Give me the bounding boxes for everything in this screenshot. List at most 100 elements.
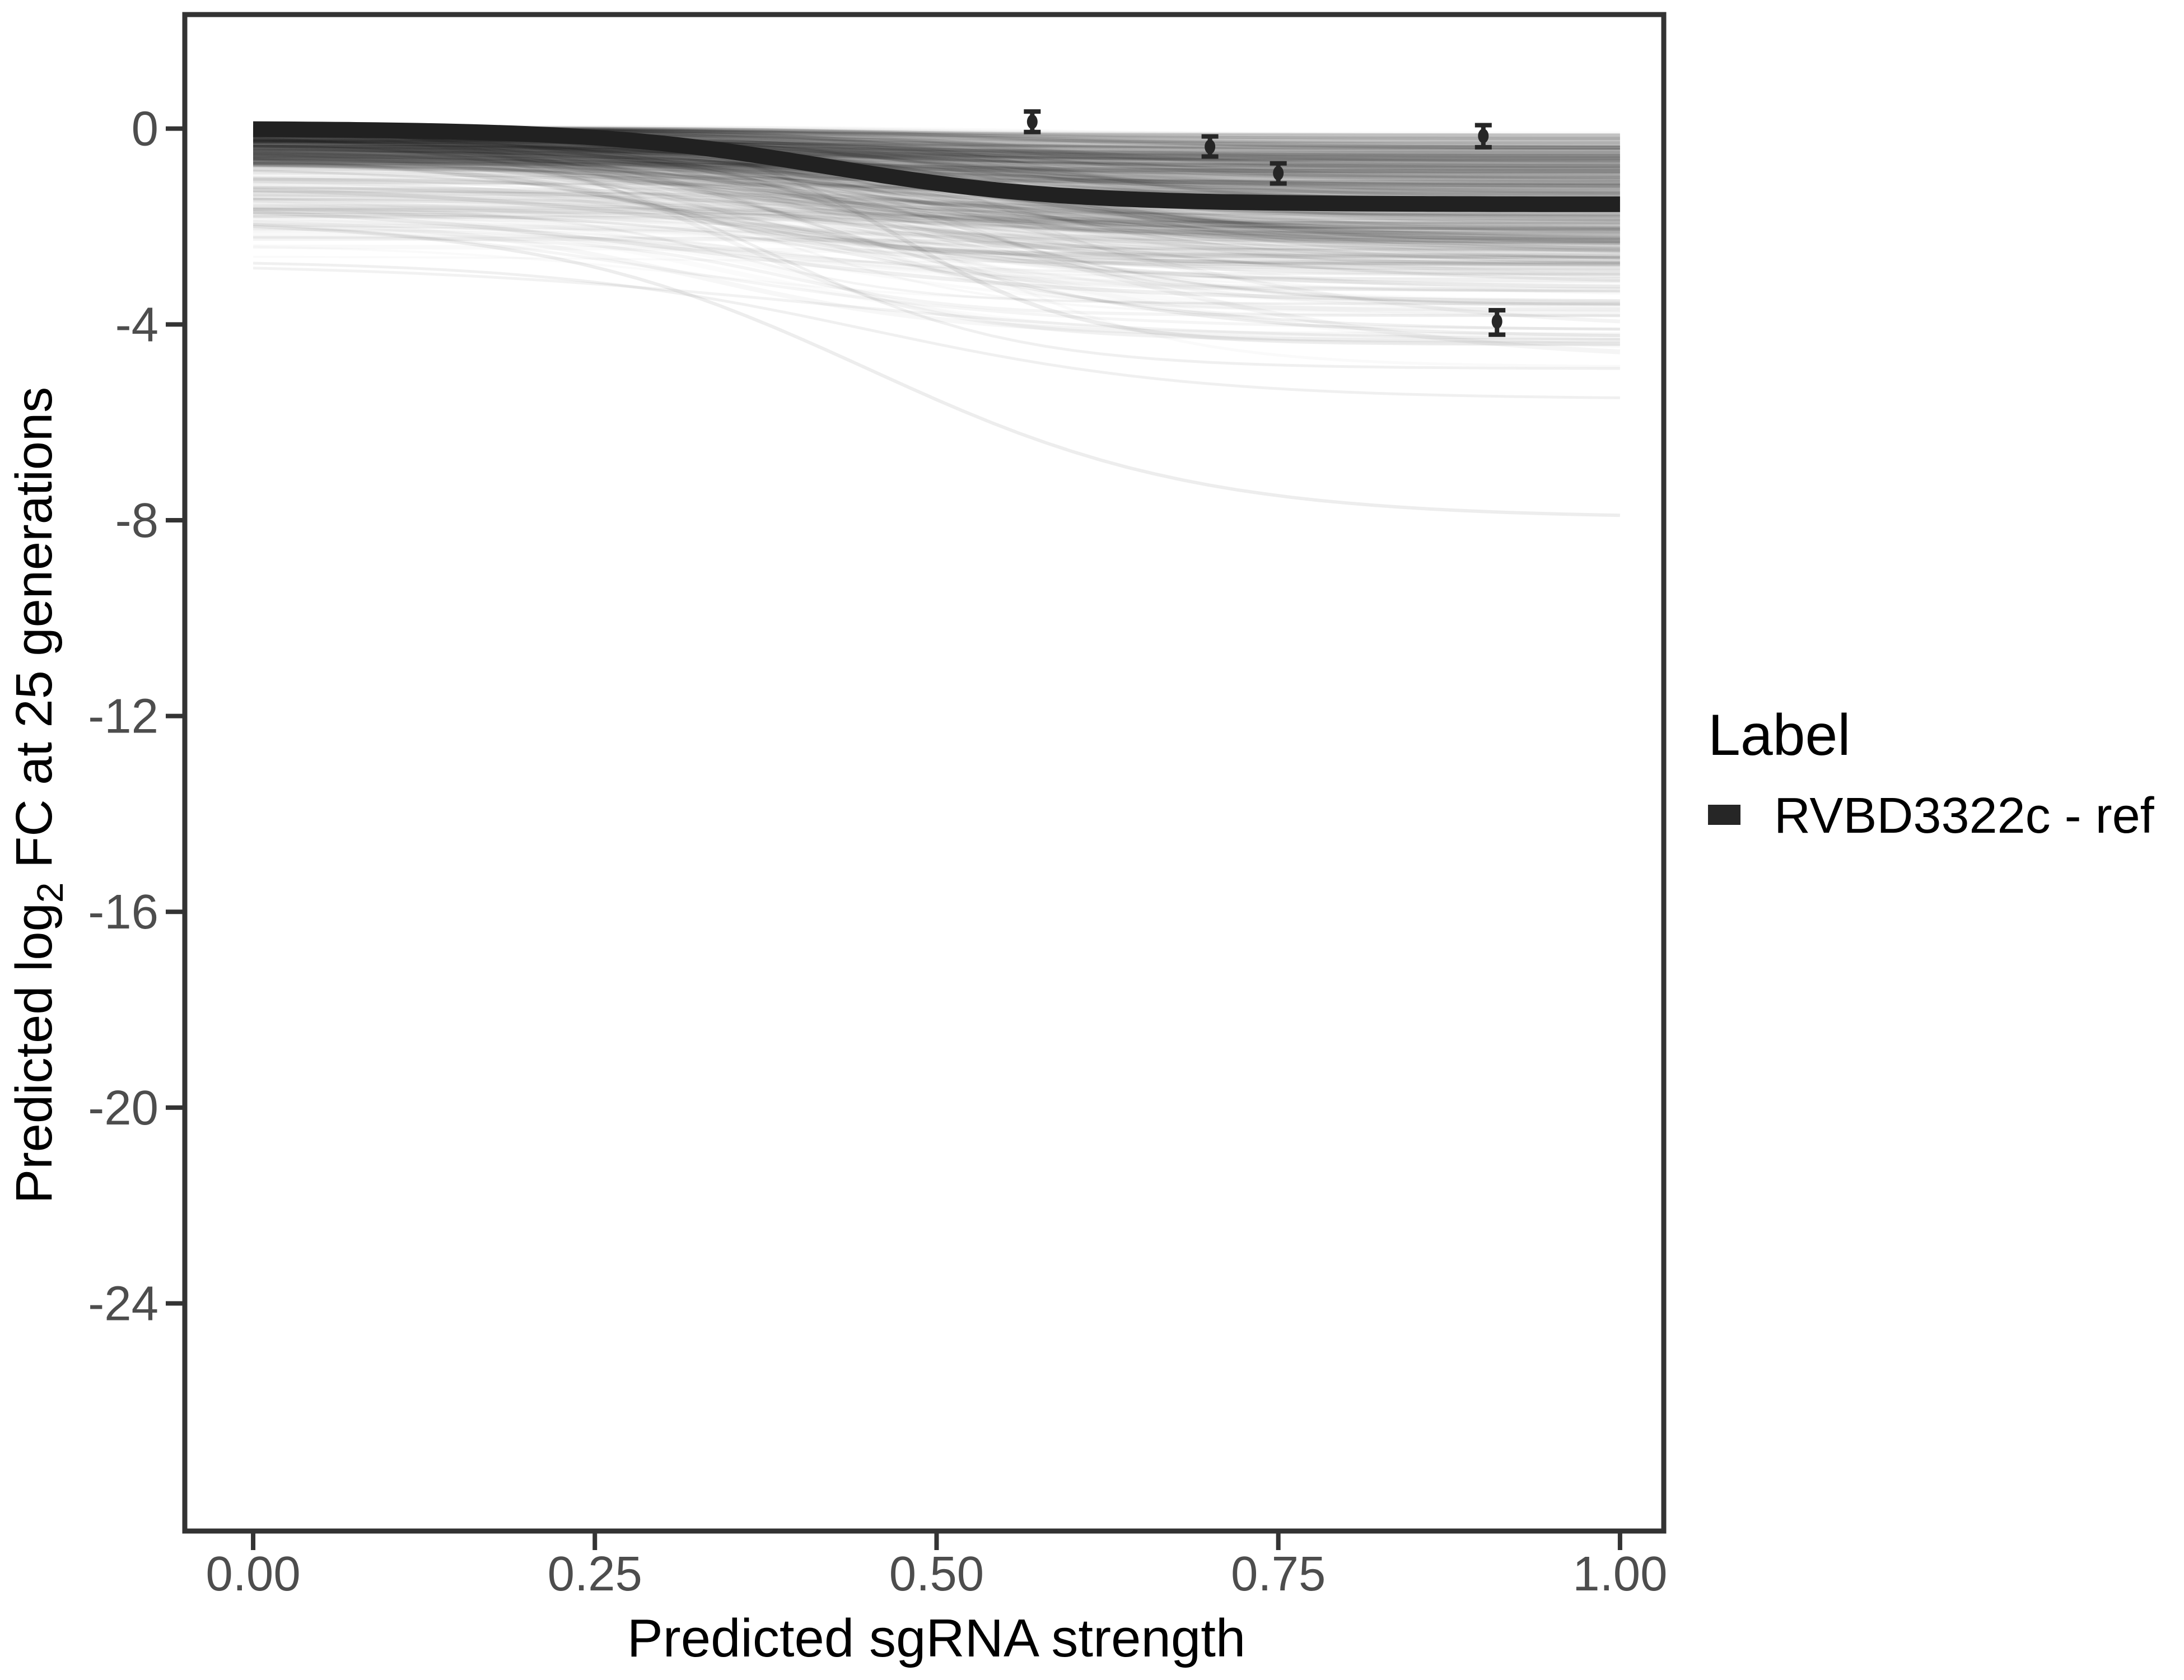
y-axis-title-post: FC at 25 generations: [6, 387, 63, 883]
spaghetti-curve: [253, 170, 1620, 217]
spaghetti-curve: [253, 139, 1620, 163]
spaghetti-curve: [253, 169, 1620, 231]
spaghetti-curve: [253, 150, 1620, 169]
spaghetti-feature-curve: [253, 225, 1620, 517]
spaghetti-curve: [253, 139, 1620, 270]
spaghetti-feature-curve: [253, 210, 1620, 331]
spaghetti-curve: [253, 140, 1620, 254]
spaghetti-curve: [253, 142, 1620, 161]
legend-item-label: RVBD3322c - ref: [1774, 788, 2155, 844]
spaghetti-curve: [253, 148, 1620, 306]
x-tick-label: 0.00: [206, 1547, 300, 1601]
spaghetti-curve: [253, 139, 1620, 240]
y-tick-label: -16: [88, 885, 158, 939]
spaghetti-curve: [253, 188, 1620, 289]
legend-item: RVBD3322c - ref: [1708, 788, 2155, 844]
spaghetti-curve: [253, 152, 1620, 168]
spaghetti-curve: [253, 144, 1620, 178]
y-tick-label: 0: [132, 102, 158, 156]
spaghetti-curve: [253, 162, 1620, 231]
x-tick-label: 1.00: [1572, 1547, 1667, 1601]
x-tick-label: 0.75: [1231, 1547, 1326, 1601]
spaghetti-curve: [253, 126, 1620, 264]
spaghetti-curve: [253, 148, 1620, 188]
spaghetti-feature-curve: [253, 142, 1620, 370]
spaghetti-feature-curve: [253, 267, 1620, 340]
spaghetti-curve: [253, 144, 1620, 246]
point-marker: [1491, 314, 1502, 329]
spaghetti-curve: [253, 127, 1620, 242]
spaghetti-curve: [253, 142, 1620, 160]
point-marker: [1478, 128, 1489, 143]
spaghetti-curve: [253, 139, 1620, 184]
spaghetti-curve: [253, 138, 1620, 189]
legend: Label RVBD3322c - ref: [1708, 703, 2155, 844]
spaghetti-curve: [253, 126, 1620, 338]
reference-curve: [253, 121, 1620, 212]
y-axis-title-pre: Predicted log: [6, 903, 63, 1203]
spaghetti-curve: [253, 158, 1620, 266]
spaghetti-curve: [253, 149, 1620, 167]
spaghetti-curve: [253, 137, 1620, 243]
spaghetti-curve: [253, 208, 1620, 305]
spaghetti-curve: [253, 138, 1620, 181]
spaghetti-curve: [253, 137, 1620, 195]
spaghetti-curve: [253, 157, 1620, 251]
y-tick-label: -8: [115, 493, 158, 548]
y-tick-label: -12: [88, 689, 158, 744]
spaghetti-curve: [253, 179, 1620, 264]
spaghetti-curve: [253, 227, 1620, 276]
spaghetti-curve: [253, 161, 1620, 174]
y-tick-label: -20: [88, 1081, 158, 1135]
spaghetti-curve: [253, 160, 1620, 175]
spaghetti-curve: [253, 159, 1620, 306]
y-tick-label: -4: [115, 297, 158, 352]
spaghetti-curve: [253, 223, 1620, 330]
pointrange: [1488, 307, 1506, 337]
spaghetti-curve: [253, 162, 1620, 267]
spaghetti-curve: [253, 176, 1620, 252]
x-tick-label: 0.50: [889, 1547, 984, 1601]
spaghetti-curve: [253, 139, 1620, 187]
x-axis: 0.00 0.25 0.50 0.75 1.00: [206, 1533, 1668, 1601]
spaghetti-curve: [253, 141, 1620, 170]
pointrange: [1024, 109, 1041, 134]
spaghetti-curve: [253, 177, 1620, 250]
pointrange-markers: [1024, 109, 1506, 337]
spaghetti-curve: [253, 156, 1620, 264]
spaghetti-curve: [253, 161, 1620, 253]
spaghetti-curve: [253, 138, 1620, 179]
pointrange: [1201, 134, 1219, 159]
point-marker: [1205, 139, 1216, 155]
spaghetti-curve: [253, 156, 1620, 229]
legend-title: Label: [1708, 703, 1850, 768]
spaghetti-curve: [253, 140, 1620, 149]
spaghetti-curve: [253, 153, 1620, 193]
spaghetti-curve: [253, 205, 1620, 241]
point-marker: [1026, 114, 1038, 129]
spaghetti-curve: [253, 149, 1620, 170]
pointrange: [1270, 161, 1287, 186]
spaghetti-curve: [253, 162, 1620, 224]
spaghetti-curve: [253, 167, 1620, 178]
spaghetti-curve: [253, 148, 1620, 222]
y-axis-title-subscript: 2: [29, 883, 71, 903]
spaghetti-curve: [253, 204, 1620, 231]
spaghetti-curve: [253, 150, 1620, 274]
panel-border: [182, 12, 1667, 1534]
spaghetti-curve: [253, 140, 1620, 190]
y-axis-title: Predicted log2 FC at 25 generations: [6, 387, 71, 1203]
spaghetti-curve: [253, 125, 1620, 342]
spaghetti-curve: [253, 147, 1620, 218]
spaghetti-curve: [253, 146, 1620, 194]
spaghetti-curve: [253, 235, 1620, 318]
spaghetti-curve: [253, 146, 1620, 161]
spaghetti-curve: [253, 161, 1620, 174]
point-marker: [1273, 166, 1284, 181]
spaghetti-curve: [253, 138, 1620, 183]
spaghetti-curve: [253, 147, 1620, 162]
legend-key-line-swatch: [1708, 805, 1740, 825]
spaghetti-curve: [253, 162, 1620, 259]
spaghetti-curve: [253, 185, 1620, 217]
